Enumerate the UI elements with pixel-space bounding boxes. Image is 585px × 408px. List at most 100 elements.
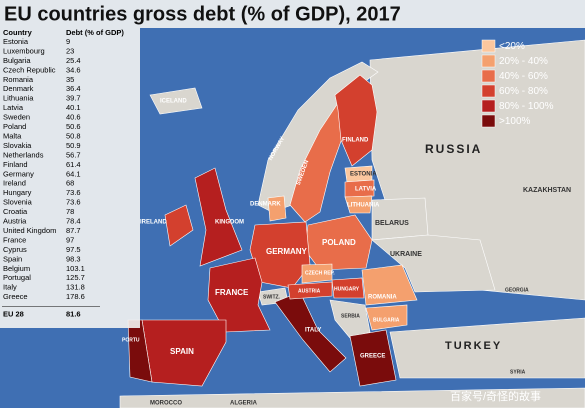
country: Ireland [3, 179, 26, 188]
ukraine [371, 234, 496, 293]
map-label: POLAND [322, 238, 356, 247]
debt: 40.6 [66, 113, 81, 122]
country: Sweden [3, 113, 30, 122]
debt: 34.6 [66, 65, 81, 74]
legend-swatch [481, 114, 496, 128]
map-label: SPAIN [170, 347, 194, 356]
total-value: 81.6 [66, 310, 81, 319]
debt: 35 [66, 75, 74, 84]
debt: 25.4 [66, 56, 81, 65]
country: Finland [3, 160, 28, 169]
debt: 61.4 [66, 160, 81, 169]
map-label: RUSSIA [425, 142, 482, 156]
debt: 23 [66, 46, 74, 55]
france [207, 257, 271, 333]
map-label: HUNGARY [334, 286, 360, 292]
debt: 98.3 [66, 254, 81, 263]
bulgaria [365, 304, 408, 331]
debt: 9 [66, 37, 70, 46]
map-label: GERMANY [266, 247, 308, 256]
map-label: AUSTRIA [298, 288, 321, 294]
debt: 87.7 [66, 226, 81, 235]
map-label: GEORGIA [505, 287, 529, 293]
legend-label: <20% [499, 41, 525, 52]
table: Country Debt (% of GDP) Estonia 9 Luxembou… [2, 28, 124, 319]
total-label: EU 28 [3, 310, 24, 319]
legend-label: 20% - 40% [499, 56, 548, 67]
country: Poland [3, 122, 26, 131]
legend-label: >100% [499, 116, 531, 127]
map-label: BELARUS [375, 220, 409, 227]
legend-swatch [481, 39, 496, 53]
debt: 36.4 [66, 84, 81, 93]
debt: 64.1 [66, 169, 81, 178]
country: Austria [3, 217, 27, 226]
country: Portugal [3, 273, 31, 282]
austria [287, 281, 333, 300]
debt: 97 [66, 235, 74, 244]
debt: 78 [66, 207, 74, 216]
country: Slovakia [3, 141, 32, 150]
table-panel [0, 28, 140, 328]
greece [349, 329, 397, 387]
country: Luxembourg [3, 46, 45, 55]
united-kingdom [194, 167, 243, 267]
title: EU countries gross debt (% of GDP), 2017 [4, 3, 401, 25]
legend-swatch [481, 84, 496, 98]
map-label: FINLAND [342, 138, 369, 144]
map-label: SWITZ. [263, 294, 281, 300]
debt: 73.6 [66, 188, 81, 197]
iceland [149, 87, 203, 115]
map-label: ICELAND [160, 99, 187, 105]
country: France [3, 235, 26, 244]
debt: 68 [66, 179, 74, 188]
debt: 50.6 [66, 122, 81, 131]
ireland [164, 204, 194, 247]
map-label: IRELAND [140, 220, 167, 226]
debt: 50.8 [66, 131, 81, 140]
hungary [331, 277, 365, 299]
legend-swatch [481, 54, 496, 68]
map-label: ROMANIA [368, 295, 397, 301]
debt: 50.9 [66, 141, 81, 150]
denmark [267, 195, 287, 222]
legend-swatch [481, 99, 496, 113]
debt: 178.6 [66, 292, 85, 301]
debt: 131.8 [66, 283, 85, 292]
finland [334, 74, 378, 167]
country: Romania [3, 75, 34, 84]
map-label: SYRIA [510, 369, 526, 375]
title-band [0, 0, 585, 28]
legend-swatch [481, 69, 496, 83]
country: Italy [3, 283, 17, 292]
table-header: Country [3, 28, 33, 37]
map-label: LATVIA [355, 187, 377, 193]
country: Slovenia [3, 198, 33, 207]
africa [119, 387, 585, 408]
country: Netherlands [3, 150, 44, 159]
romania [361, 264, 418, 306]
map-label: ESTONIA [350, 172, 377, 178]
map-label: ITALY [305, 328, 321, 334]
map-label: KINGDOM [215, 220, 244, 226]
debt: 73.6 [66, 198, 81, 207]
map-label: MOROCCO [150, 401, 182, 407]
country: Cyprus [3, 245, 27, 254]
country: Latvia [3, 103, 24, 112]
debt: 78.4 [66, 217, 81, 226]
map-label: TURKEY [445, 340, 502, 352]
lithuania [344, 195, 373, 214]
country: Czech Republic [3, 65, 56, 74]
debt: 103.1 [66, 264, 85, 273]
country: Belgium [3, 264, 30, 273]
country: Bulgaria [3, 56, 31, 65]
legend: <20% 20% - 40% 40% - 60% 60% - 80% 80% - 100… [481, 39, 554, 128]
country: Hungary [3, 188, 32, 197]
country: Estonia [3, 37, 29, 46]
map-label: CZECH REP. [305, 270, 335, 276]
map-label: FRANCE [215, 288, 249, 297]
map-label: UKRAINE [390, 251, 422, 258]
country: United Kingdom [3, 226, 56, 235]
land [119, 39, 585, 408]
debt: 39.7 [66, 94, 81, 103]
